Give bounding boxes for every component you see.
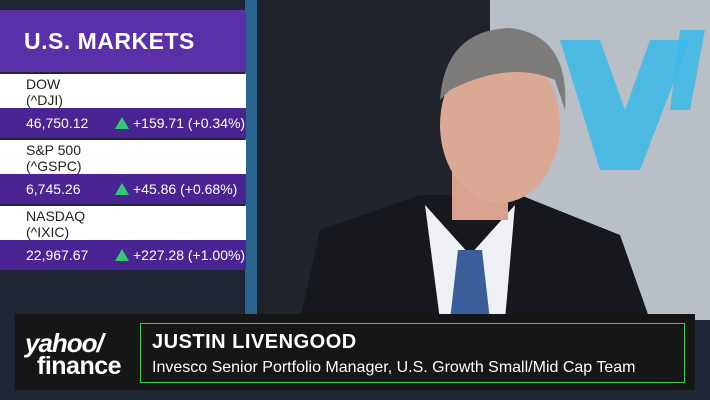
index-symbol: (^DJI) [26,92,63,108]
index-change: +159.71 [133,115,184,131]
guest-name: JUSTIN LIVENGOOD [152,331,357,353]
index-change-group: +227.28 (+1.00%) [115,240,245,270]
index-label: NASDAQ (^IXIC) [0,206,246,240]
guest-role: Invesco Senior Portfolio Manager, U.S. G… [152,359,636,376]
index-percent: (+0.34%) [187,115,246,131]
up-arrow [115,117,129,129]
brand-logo-bottom: finance [37,352,122,380]
index-label: DOW (^DJI) [0,74,246,108]
index-name: NASDAQ [26,208,86,224]
brand-logo-top: yahoo/ [25,328,104,358]
index-price: 22,967.67 [26,247,89,263]
markets-rows: DOW (^DJI) 46,750.12 +159.71 (+0.34%) S&P 50… [0,74,246,270]
index-percent: (+0.68%) [180,181,238,197]
markets-title: U.S. MARKETS [0,10,246,72]
up-arrow [115,249,129,261]
lower-third [15,314,695,390]
index-name: S&P 500 [26,142,82,158]
index-symbol: (^IXIC) [26,224,70,240]
index-quote: 46,750.12 +159.71 (+0.34%) [0,108,246,138]
index-change: +45.86 [133,181,177,197]
nameplate-border [140,323,685,383]
index-percent: (+1.00%) [187,247,246,263]
up-arrow [115,183,129,195]
index-label: S&P 500 (^GSPC) [0,140,246,174]
index-quote: 22,967.67 +227.28 (+1.00%) [0,240,246,270]
index-change: +227.28 [133,247,184,263]
index-change-group: +45.86 (+0.68%) [115,174,237,204]
index-quote: 6,745.26 +45.86 (+0.68%) [0,174,246,204]
index-price: 6,745.26 [26,181,81,197]
index-name: DOW [26,76,61,92]
markets-panel: U.S. MARKETS DOW (^DJI) 46,750.12 +159.71 (… [0,10,246,270]
index-price: 46,750.12 [26,115,89,131]
index-change-group: +159.71 (+0.34%) [115,108,245,138]
index-symbol: (^GSPC) [26,158,82,174]
